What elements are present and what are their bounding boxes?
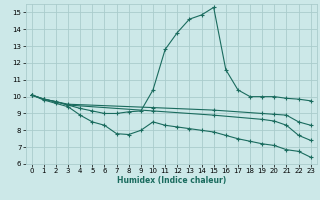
- X-axis label: Humidex (Indice chaleur): Humidex (Indice chaleur): [116, 176, 226, 185]
